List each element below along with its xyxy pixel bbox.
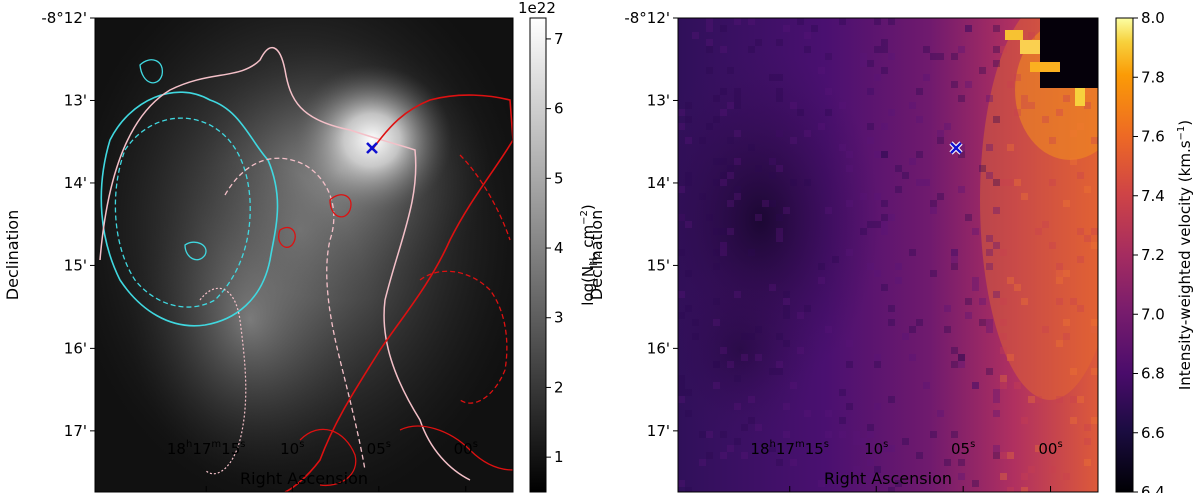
y-tick-label: 15' bbox=[64, 256, 87, 274]
cyan-contour-solid bbox=[100, 91, 279, 327]
x-tick-label: 10s bbox=[864, 439, 888, 458]
colorbar-tick-label: 5 bbox=[554, 169, 564, 187]
left-ylabel: Declination bbox=[3, 210, 22, 300]
red-contour-fragments bbox=[278, 194, 513, 487]
colorbar-tick-label: 3 bbox=[554, 309, 564, 327]
left-x-ticks: 18h17m15s 10s 05s 00s bbox=[167, 439, 478, 492]
y-tick-label: 17' bbox=[64, 422, 87, 440]
right-plot-frame bbox=[677, 17, 1099, 493]
colorbar-tick-label: 2 bbox=[554, 378, 564, 396]
cyan-contour-dashed bbox=[114, 117, 251, 308]
x-tick-label: 18h17m15s bbox=[750, 439, 829, 458]
y-tick-label: 14' bbox=[647, 174, 670, 192]
pink-contour-inner bbox=[199, 287, 247, 475]
pixel-noise bbox=[678, 18, 1098, 492]
cyan-contour-small bbox=[139, 59, 207, 261]
red-contour-solid bbox=[284, 94, 513, 492]
x-tick-label: 05s bbox=[951, 439, 975, 458]
y-tick-label: 13' bbox=[647, 91, 670, 109]
colorbar-tick-label: 6 bbox=[554, 100, 564, 118]
left-colorbar-offset: 1e22 bbox=[518, 0, 556, 17]
x-tick-label: 00s bbox=[1038, 439, 1062, 458]
right-y-ticks: -8°12' 13' 14' 15' 16' 17' bbox=[624, 9, 678, 440]
left-colorbar bbox=[529, 17, 547, 493]
x-tick-label: 05s bbox=[367, 439, 391, 458]
y-tick-label: -8°12' bbox=[41, 9, 87, 27]
red-contour-dashed bbox=[419, 154, 511, 404]
colorbar-tick-label: 7.2 bbox=[1141, 246, 1165, 264]
y-tick-label: 17' bbox=[647, 422, 670, 440]
right-colorbar-label: Intensity-weighted velocity (km.s−1) bbox=[1176, 120, 1194, 390]
left-colorbar-label: log(NH2 cm−2) bbox=[579, 204, 602, 306]
right-colorbar-ticks: 6.4 6.6 6.8 7.0 7.2 7.4 7.6 7.8 8.0 bbox=[1133, 9, 1165, 493]
x-tick-label: 10s bbox=[280, 439, 304, 458]
colorbar-tick-label: 7.4 bbox=[1141, 187, 1165, 205]
pink-contour-outer bbox=[99, 47, 471, 481]
x-tick-label: 18h17m15s bbox=[167, 439, 246, 458]
colorbar-tick-label: 7.8 bbox=[1141, 68, 1165, 86]
colorbar-tick-label: 7.6 bbox=[1141, 128, 1165, 146]
left-plot-frame bbox=[94, 17, 514, 493]
colorbar-tick-label: 6.6 bbox=[1141, 424, 1165, 442]
right-panel: -8°12' 13' 14' 15' 16' 17' 18h17m15s 10s 05s 00s… bbox=[587, 9, 1194, 493]
right-ylabel: Declination bbox=[587, 210, 606, 300]
y-tick-label: -8°12' bbox=[624, 9, 670, 27]
colorbar-tick-label: 6.8 bbox=[1141, 365, 1165, 383]
left-panel: -8°12' 13' 14' 15' 16' 17' 18h17m15s 10s 05s 00s… bbox=[3, 0, 602, 493]
y-tick-label: 15' bbox=[647, 256, 670, 274]
pink-contour-dashed bbox=[224, 157, 366, 471]
y-tick-label: 16' bbox=[647, 339, 670, 357]
colorbar-tick-label: 8.0 bbox=[1141, 9, 1165, 27]
left-xlabel: Right Ascension bbox=[240, 469, 368, 488]
colorbar-tick-label: 4 bbox=[554, 239, 564, 257]
colorbar-tick-label: 7.0 bbox=[1141, 305, 1165, 323]
x-tick-label: 00s bbox=[454, 439, 478, 458]
left-colorbar-ticks: 1 2 3 4 5 6 7 bbox=[546, 30, 564, 466]
colorbar-tick-label: 6.4 bbox=[1141, 483, 1165, 493]
right-x-ticks: 18h17m15s 10s 05s 00s bbox=[750, 439, 1063, 492]
y-tick-label: 16' bbox=[64, 339, 87, 357]
right-xlabel: Right Ascension bbox=[824, 469, 952, 488]
column-density-map bbox=[95, 18, 513, 492]
right-colorbar bbox=[1115, 17, 1134, 493]
y-tick-label: 14' bbox=[64, 174, 87, 192]
left-y-ticks: -8°12' 13' 14' 15' 16' 17' bbox=[41, 9, 95, 440]
peak-marker bbox=[949, 141, 963, 155]
y-tick-label: 13' bbox=[64, 91, 87, 109]
peak-marker bbox=[366, 142, 378, 154]
colorbar-tick-label: 7 bbox=[554, 30, 564, 48]
colorbar-tick-label: 1 bbox=[554, 448, 564, 466]
velocity-map bbox=[678, 18, 1098, 492]
